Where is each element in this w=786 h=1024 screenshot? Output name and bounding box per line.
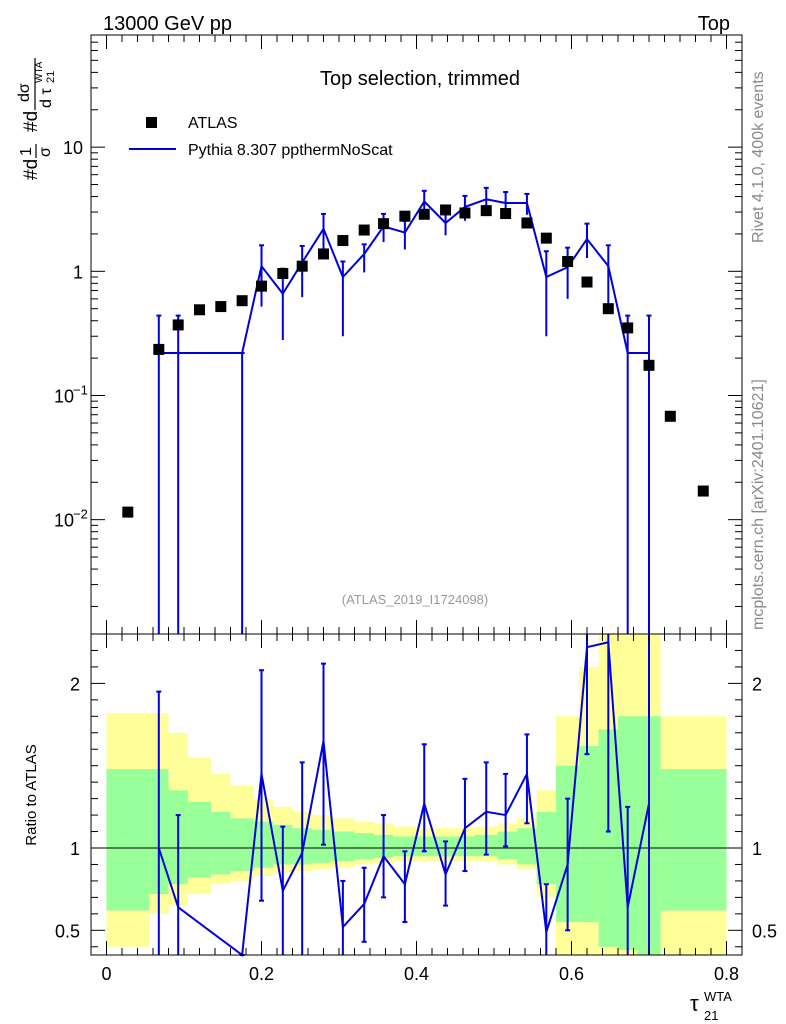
ratio-band-green xyxy=(393,836,417,857)
atlas-data-point xyxy=(318,248,329,260)
x-tick-label: 0.6 xyxy=(559,964,584,984)
xlabel-base: τ xyxy=(690,991,699,1016)
x-tick-label: 0 xyxy=(101,964,111,984)
atlas-data-point xyxy=(122,506,134,518)
ratio-y-tick-label: 0.5 xyxy=(55,921,80,941)
atlas-data-point xyxy=(643,359,655,371)
main-y-tick-exponent: −2 xyxy=(73,507,88,522)
xlabel-sub: 21 xyxy=(704,1008,718,1023)
ratio-band-green xyxy=(230,818,254,872)
atlas-data-point xyxy=(581,276,593,288)
ratio-y-axis: 0.5 0.5 1 1 2 2 xyxy=(55,649,777,948)
ratio-band-green xyxy=(354,833,374,860)
ratio-band-green xyxy=(211,811,231,875)
main-y-tick-label: 10−2 xyxy=(54,507,88,531)
atlas-data-point xyxy=(521,217,533,229)
ratio-band-green xyxy=(598,729,618,947)
atlas-data-point xyxy=(236,295,248,307)
main-y-tick-label: 10 xyxy=(63,138,83,158)
x-tick-label: 0.8 xyxy=(714,964,739,984)
ratio-y-tick-label-right: 0.5 xyxy=(752,921,777,941)
ylabel-den-2: d τ xyxy=(38,88,55,108)
rivet-version-label: Rivet 4.1.0, 400k events xyxy=(750,71,767,243)
atlas-data-points xyxy=(122,204,709,518)
main-y-tick-label: 1 xyxy=(73,262,83,282)
atlas-data-point xyxy=(378,218,390,230)
atlas-data-point xyxy=(540,232,552,244)
atlas-data-point xyxy=(440,204,452,216)
main-y-axis-label: #d 1 σ #d dσ d τ WTA 21 xyxy=(16,58,57,180)
ratio-y-tick-label-right: 1 xyxy=(752,839,762,859)
ylabel-sup: WTA xyxy=(34,61,45,83)
atlas-data-point xyxy=(172,319,184,331)
legend: ATLAS Pythia 8.307 ppthermNoScat xyxy=(129,115,393,159)
ratio-band-green xyxy=(517,828,537,865)
atlas-data-point xyxy=(480,205,492,217)
ratio-plot-panel: 0.5 0.5 1 1 2 2 0 0.2 0.4 0.6 0.8 xyxy=(55,633,777,984)
x-tick-label: 0.4 xyxy=(404,964,429,984)
atlas-data-point xyxy=(277,268,289,280)
x-axis-label: τ WTA 21 xyxy=(690,989,732,1023)
atlas-data-point xyxy=(256,280,267,292)
ylabel-den-1: σ xyxy=(37,147,54,157)
ratio-x-axis: 0 0.2 0.4 0.6 0.8 xyxy=(101,634,739,984)
atlas-data-point xyxy=(399,210,411,222)
atlas-data-point xyxy=(215,301,227,313)
legend-atlas-label: ATLAS xyxy=(188,115,238,132)
atlas-data-point xyxy=(194,304,205,316)
ratio-uncertainty-bands xyxy=(106,634,727,955)
atlas-data-point xyxy=(697,485,709,497)
atlas-data-point xyxy=(500,208,512,220)
ratio-band-green xyxy=(106,768,150,911)
main-y-tick-label: 10−1 xyxy=(54,382,88,406)
atlas-data-point xyxy=(562,255,574,267)
process-label: Top xyxy=(698,13,730,35)
atlas-data-point xyxy=(358,224,370,236)
atlas-data-point xyxy=(622,322,634,334)
ratio-y-tick-label-right: 2 xyxy=(752,674,762,694)
ratio-band-green xyxy=(253,821,274,868)
analysis-id-label: (ATLAS_2019_I1724098) xyxy=(342,592,488,607)
main-y-tick-base: 10 xyxy=(54,511,74,531)
atlas-data-point xyxy=(602,303,614,315)
legend-pythia-label: Pythia 8.307 ppthermNoScat xyxy=(188,142,393,159)
atlas-data-point xyxy=(418,208,430,220)
ratio-y-tick-label: 1 xyxy=(70,839,80,859)
ratio-band-green xyxy=(579,745,599,923)
plot-title: Top selection, trimmed xyxy=(320,68,520,90)
atlas-data-point xyxy=(664,410,676,422)
ratio-band-green xyxy=(187,801,212,878)
main-y-tick-base: 1 xyxy=(73,262,83,282)
source-label: mcplots.cern.ch [arXiv:2401.10621] xyxy=(750,379,767,630)
atlas-data-point xyxy=(459,207,471,219)
main-y-tick-base: 10 xyxy=(54,386,74,406)
ratio-band-green xyxy=(660,768,680,911)
atlas-data-point xyxy=(153,343,165,355)
pythia-curve xyxy=(157,198,649,354)
ratio-pythia-error-bars xyxy=(156,634,650,956)
atlas-data-point xyxy=(296,260,308,272)
ylabel-prefix-2: #d xyxy=(21,111,42,132)
legend-atlas-marker xyxy=(146,117,157,128)
x-tick-label: 0.2 xyxy=(249,964,274,984)
main-y-tick-base: 10 xyxy=(63,138,83,158)
ratio-band-green xyxy=(416,836,436,857)
main-x-axis-ticks xyxy=(106,35,727,634)
energy-label: 13000 GeV pp xyxy=(103,13,232,35)
xlabel-sup: WTA xyxy=(704,989,732,1004)
atlas-data-point xyxy=(337,235,349,247)
ylabel-num-1: 1 xyxy=(18,147,35,156)
ylabel-sub: 21 xyxy=(45,71,57,83)
ylabel-num-2: dσ xyxy=(16,83,33,102)
ratio-band-green xyxy=(331,831,355,862)
ratio-band-green xyxy=(311,829,332,863)
ratio-band-green xyxy=(680,768,727,911)
ylabel-prefix-1: #d xyxy=(21,159,42,180)
ratio-y-axis-label: Ratio to ATLAS xyxy=(23,744,40,845)
main-y-tick-exponent: −1 xyxy=(73,382,88,397)
ratio-y-tick-label: 2 xyxy=(70,674,80,694)
